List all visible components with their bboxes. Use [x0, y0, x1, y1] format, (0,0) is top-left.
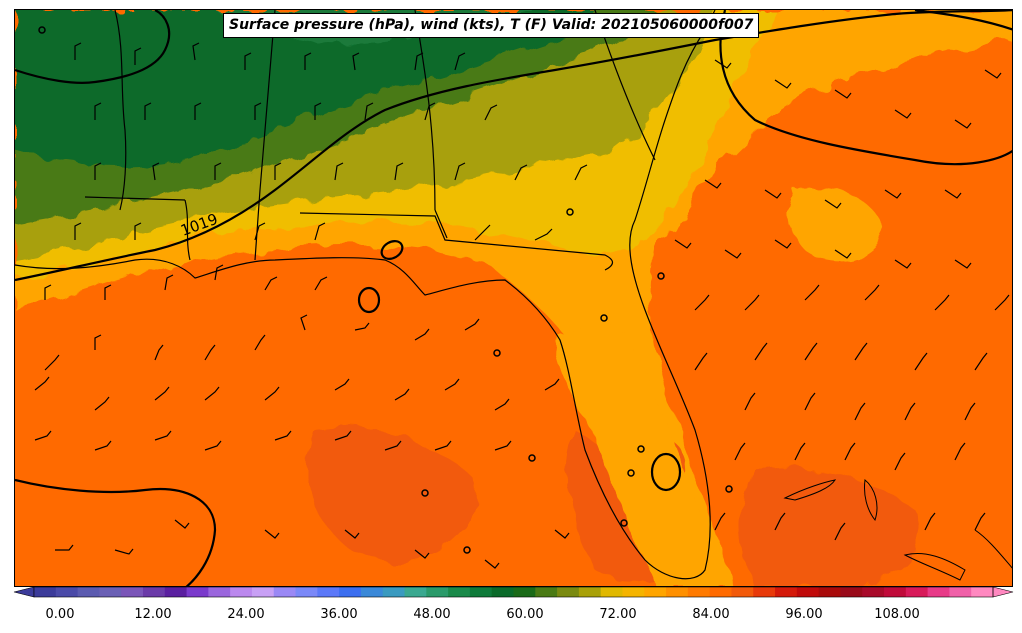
colorbar-swatch [230, 587, 253, 597]
colorbar-swatch [840, 587, 863, 597]
colorbar-swatch [34, 587, 57, 597]
temperature-bands [15, 10, 1012, 586]
colorbar-extend-min [13, 586, 35, 598]
colorbar-swatch [142, 587, 166, 597]
colorbar-swatch [426, 587, 449, 597]
colorbar-tick-label: 0.00 [45, 607, 75, 622]
wind-barbs [34, 42, 1010, 569]
colorbar-swatch [360, 587, 384, 597]
colorbar-tick-label: 108.00 [874, 607, 920, 622]
weather-map: 1019 [15, 10, 1012, 586]
colorbar-swatch [644, 587, 667, 597]
colorbar-swatch [731, 587, 754, 597]
colorbar-swatch [775, 587, 798, 597]
colorbar-swatch [273, 587, 297, 597]
colorbar-swatch [753, 587, 776, 597]
colorbar-swatch [186, 587, 209, 597]
colorbar-swatch [905, 587, 929, 597]
colorbar-swatch [208, 587, 231, 597]
colorbar-swatch [469, 587, 493, 597]
colorbar-swatch [164, 587, 188, 597]
colorbar-tick-label: 84.00 [692, 607, 730, 622]
colorbar-swatch [884, 587, 907, 597]
colorbar-swatch [404, 587, 427, 597]
colorbar-swatch [818, 587, 841, 597]
colorbar-tick-label: 60.00 [506, 607, 544, 622]
colorbar-swatch [295, 587, 318, 597]
colorbar-tick-label: 36.00 [320, 607, 358, 622]
colorbar-tick-label: 48.00 [413, 607, 451, 622]
colorbar-tick-label: 24.00 [227, 607, 265, 622]
colorbar-swatch [578, 587, 602, 597]
colorbar-swatch [55, 587, 79, 597]
colorbar-swatch [382, 587, 406, 597]
colorbar-border [33, 586, 994, 598]
colorbar-swatch [927, 587, 950, 597]
colorbar-swatch [339, 587, 362, 597]
colorbar-swatch [600, 587, 623, 597]
islands [783, 479, 1012, 581]
colorbar-tick-label: 72.00 [599, 607, 637, 622]
colorbar-swatch [796, 587, 820, 597]
colorbar-swatch [99, 587, 122, 597]
colorbar-swatch [971, 587, 994, 597]
colorbar-swatch [709, 587, 732, 597]
colorbar-swatch [666, 587, 689, 597]
colorbar-swatch [513, 587, 536, 597]
colorbar-extend-max [992, 586, 1014, 598]
colorbar-swatch [949, 587, 972, 597]
colorbar-swatch [251, 587, 275, 597]
colorbar-swatch [448, 587, 471, 597]
map-title: Surface pressure (hPa), wind (kts), T (F… [223, 13, 760, 38]
colorbar-swatch [687, 587, 711, 597]
colorbar-swatch [862, 587, 885, 597]
colorbar-swatch [622, 587, 645, 597]
colorbar [13, 586, 1014, 598]
colorbar-swatch [557, 587, 580, 597]
colorbar-swatch [77, 587, 100, 597]
colorbar-swatch [491, 587, 514, 597]
colorbar-swatch [121, 587, 144, 597]
colorbar-tick-label: 12.00 [134, 607, 172, 622]
colorbar-swatch [535, 587, 558, 597]
map-area: 1019 [14, 9, 1013, 587]
colorbar-swatch [317, 587, 340, 597]
colorbar-tick-label: 96.00 [785, 607, 823, 622]
isobars [15, 10, 1012, 586]
station-circles [38, 26, 733, 554]
